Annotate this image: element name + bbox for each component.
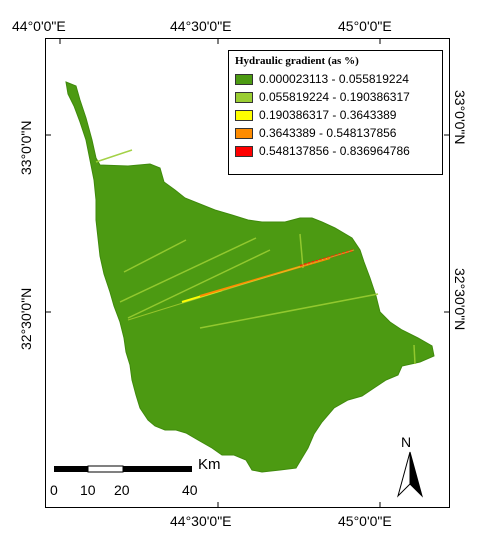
coord-bottom-45-0: 45°0'0"E [338, 513, 392, 529]
legend-item: 0.000023113 - 0.055819224 [235, 70, 436, 88]
frame-ticks [45, 38, 450, 508]
legend-swatch [235, 73, 253, 85]
legend-title: Hydraulic gradient (as %) [235, 55, 359, 67]
legend-label: 0.3643389 - 0.548137856 [259, 126, 397, 140]
scale-tick-label: 40 [182, 482, 198, 498]
legend-swatch [235, 127, 253, 139]
legend-item: 0.3643389 - 0.548137856 [235, 124, 436, 142]
legend: Hydraulic gradient (as %) 0.000023113 - … [228, 50, 443, 175]
map-frame [45, 38, 450, 508]
gradient-lines-light-green [95, 149, 416, 365]
coord-top-44-0: 44°0'0"E [12, 18, 66, 34]
legend-label: 0.055819224 - 0.190386317 [259, 90, 410, 104]
north-label: N [401, 434, 412, 450]
legend-label: 0.190386317 - 0.3643389 [259, 108, 397, 122]
legend-item: 0.055819224 - 0.190386317 [235, 88, 436, 106]
scale-tick-label: 10 [80, 482, 96, 498]
legend-swatch [235, 91, 253, 103]
study-area-polygon [65, 81, 435, 473]
scale-tick-label: 0 [50, 482, 58, 498]
coord-top-45-0: 45°0'0"E [338, 18, 392, 34]
legend-swatch [235, 109, 253, 121]
north-arrow-icon [397, 451, 423, 498]
legend-item: 0.548137856 - 0.836964786 [235, 142, 436, 160]
legend-swatch [235, 145, 253, 157]
legend-label: 0.000023113 - 0.055819224 [259, 72, 409, 86]
coord-bottom-44-30: 44°30'0"E [170, 513, 232, 529]
coord-top-44-30: 44°30'0"E [170, 18, 232, 34]
scale-unit: Km [198, 456, 221, 473]
legend-label: 0.548137856 - 0.836964786 [259, 144, 410, 158]
legend-item: 0.190386317 - 0.3643389 [235, 106, 436, 124]
scale-tick-label: 20 [114, 482, 130, 498]
scale-bar-graphic [54, 465, 192, 473]
gradient-line-main [127, 249, 355, 321]
